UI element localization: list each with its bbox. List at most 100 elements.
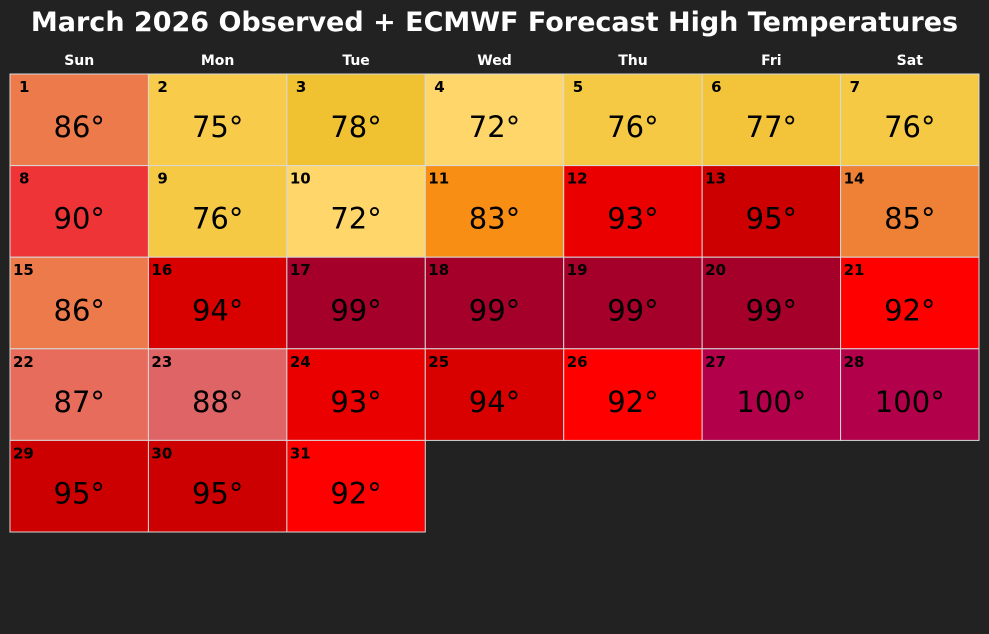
day-temperature: 78° [330,110,381,144]
day-cell-fill [701,256,842,350]
day-temperature: 87° [54,385,105,419]
day-cell-fill [424,256,565,350]
day-number: 12 [567,170,588,188]
day-cell-fill [147,439,288,533]
day-temperature: 86° [54,110,105,144]
day-cell: 16 94° [147,256,288,350]
day-number: 18 [428,261,449,279]
day-temperature: 94° [469,385,520,419]
day-cell: 17 99° [286,256,426,350]
day-cell-fill [840,348,980,441]
weekday-header: Sat [897,53,924,69]
day-temperature: 95° [746,202,797,236]
day-cell: 5 76° [563,73,703,167]
day-cell: 9 76° [147,165,288,258]
day-number: 27 [705,353,726,371]
day-cell-fill [9,256,149,350]
day-temperature: 99° [469,293,520,327]
day-cell: 25 94° [424,348,565,441]
day-cell: 4 72° [424,73,565,167]
day-temperature: 76° [192,202,243,236]
day-temperature: 99° [746,293,797,327]
day-cell: 13 95° [701,165,842,258]
day-cell-fill [286,256,426,350]
day-cell: 1 86° [9,73,149,167]
day-number: 17 [290,261,311,279]
day-cell: 24 93° [286,348,426,441]
day-temperature: 95° [54,477,105,511]
day-cell: 18 99° [424,256,565,350]
day-number: 10 [290,170,311,188]
day-number: 1 [19,78,29,96]
day-cell-fill [563,256,703,350]
weekday-header: Mon [201,53,235,69]
day-temperature: 99° [607,293,658,327]
day-cell: 15 86° [9,256,149,350]
day-temperature: 100° [875,385,945,419]
day-number: 9 [157,170,167,188]
day-temperature: 83° [469,202,520,236]
day-number: 26 [567,353,588,371]
day-number: 20 [705,261,726,279]
day-cell: 30 95° [147,439,288,533]
day-cell: 8 90° [9,165,149,258]
day-number: 6 [711,78,721,96]
day-cell: 3 78° [286,73,426,167]
day-number: 7 [850,78,860,96]
day-temperature: 92° [607,385,658,419]
day-temperature: 86° [54,293,105,327]
weekday-header: Thu [618,53,647,69]
day-cell: 12 93° [563,165,703,258]
day-cell: 19 99° [563,256,703,350]
day-number: 23 [151,353,172,371]
day-cell: 7 76° [840,73,980,167]
day-number: 8 [19,170,29,188]
day-number: 4 [434,78,444,96]
day-cell-fill [9,165,149,258]
day-number: 19 [567,261,588,279]
day-cell-fill [286,348,426,441]
day-number: 3 [296,78,306,96]
day-number: 22 [13,353,34,371]
day-cell: 10 72° [286,165,426,258]
day-cell-fill [147,73,288,167]
day-cell-fill [563,165,703,258]
day-temperature: 77° [746,110,797,144]
day-cell: 28 100° [840,348,980,441]
weekday-header: Tue [342,53,369,69]
weekday-header: Fri [761,53,781,69]
day-temperature: 93° [607,202,658,236]
day-number: 25 [428,353,449,371]
day-temperature: 92° [330,477,381,511]
day-temperature: 75° [192,110,243,144]
day-cell-fill [840,256,980,350]
day-number: 16 [151,261,172,279]
day-cell-fill [286,73,426,167]
day-cell: 2 75° [147,73,288,167]
weekday-header: Wed [477,53,511,69]
day-cell-fill [424,73,565,167]
day-cell: 21 92° [840,256,980,350]
day-cell: 27 100° [701,348,842,441]
day-number: 30 [151,444,172,462]
day-number: 11 [428,170,449,188]
day-cell-fill [286,439,426,533]
day-cell: 23 88° [147,348,288,441]
day-cell: 14 85° [840,165,980,258]
day-cell: 31 92° [286,439,426,533]
day-cell: 11 83° [424,165,565,258]
day-cell-fill [147,348,288,441]
day-cell: 29 95° [9,439,149,533]
day-number: 5 [573,78,583,96]
day-number: 13 [705,170,726,188]
day-cell-fill [147,165,288,258]
day-number: 2 [157,78,167,96]
day-cell-fill [840,73,980,167]
day-cell-fill [563,348,703,441]
day-cell-fill [840,165,980,258]
day-temperature: 100° [736,385,806,419]
day-number: 28 [844,353,865,371]
day-cell-fill [424,348,565,441]
day-cell: 20 99° [701,256,842,350]
